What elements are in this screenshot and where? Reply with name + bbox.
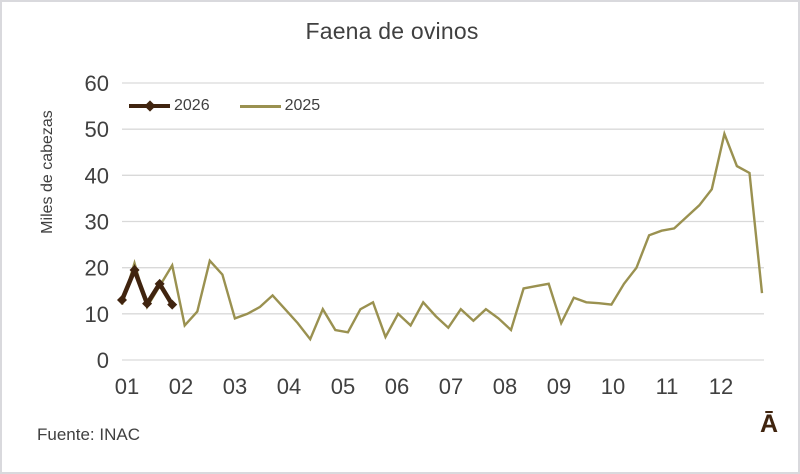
- x-tick-label: 11: [656, 374, 679, 399]
- diamond-marker-icon: [143, 100, 156, 112]
- y-tick-label: 30: [85, 210, 109, 235]
- x-tick-label: 05: [331, 374, 355, 399]
- x-tick-label: 12: [709, 374, 733, 399]
- x-tick-label: 03: [223, 374, 247, 399]
- source-note: Fuente: INAC: [37, 425, 140, 444]
- y-tick-label: 40: [85, 163, 109, 188]
- legend-label-2025: 2025: [284, 97, 321, 114]
- legend-item-2025: 2025: [239, 97, 321, 115]
- series-2026-marker: [154, 278, 165, 289]
- x-tick-label: 06: [385, 374, 409, 399]
- y-tick-label: 60: [85, 71, 109, 96]
- legend-item-2026: 2026: [129, 97, 210, 115]
- series-2025-line: [120, 129, 764, 342]
- y-tick-label: 0: [97, 348, 109, 373]
- series-2026-marker: [142, 298, 153, 309]
- x-tick-label: 07: [439, 374, 463, 399]
- y-tick-label: 50: [85, 117, 109, 142]
- legend-line-2026: [129, 100, 170, 112]
- series-2026-marker: [167, 299, 178, 310]
- chart-title: Faena de ovinos: [305, 18, 479, 44]
- y-tick-label: 10: [85, 302, 109, 327]
- x-tick-label: 02: [169, 374, 193, 399]
- watermark-glyph: Ā: [759, 410, 778, 438]
- x-tick-label: 01: [115, 374, 139, 399]
- x-tick-label: 09: [547, 374, 571, 399]
- legend-line-2025: [239, 104, 281, 108]
- series-2026-marker: [129, 264, 140, 275]
- x-tick-label: 10: [601, 374, 625, 399]
- x-tick-label: 04: [277, 374, 301, 399]
- y-tick-label: 20: [85, 256, 109, 281]
- chart-legend: 2026 2025: [129, 96, 320, 116]
- series-2026-marker: [117, 294, 127, 305]
- legend-label-2026: 2026: [174, 97, 210, 114]
- x-tick-label: 08: [493, 374, 517, 399]
